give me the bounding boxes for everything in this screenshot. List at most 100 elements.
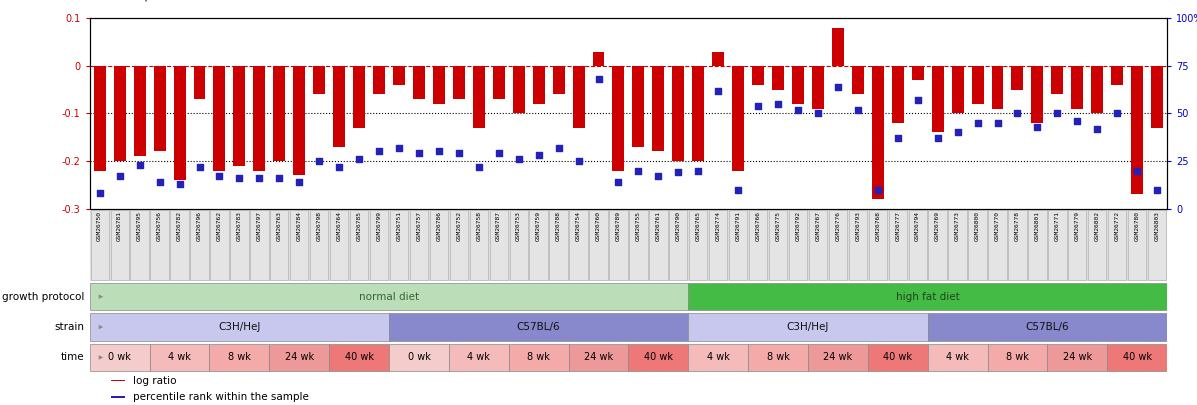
Point xyxy=(789,107,808,113)
Text: GSM26774: GSM26774 xyxy=(716,211,721,241)
Bar xyxy=(972,66,984,104)
Point xyxy=(370,148,389,155)
Bar xyxy=(333,66,345,147)
FancyBboxPatch shape xyxy=(688,283,1167,310)
FancyBboxPatch shape xyxy=(988,344,1047,371)
Point xyxy=(150,179,169,185)
FancyBboxPatch shape xyxy=(869,210,887,280)
Text: GSM26798: GSM26798 xyxy=(317,211,322,241)
Text: 4 wk: 4 wk xyxy=(168,352,192,362)
Point xyxy=(449,150,468,157)
Point xyxy=(250,175,269,181)
FancyBboxPatch shape xyxy=(748,344,808,371)
Text: GSM26761: GSM26761 xyxy=(656,211,661,241)
Text: GSM26765: GSM26765 xyxy=(695,211,700,241)
Text: GSM26782: GSM26782 xyxy=(177,211,182,241)
Text: GSM26778: GSM26778 xyxy=(1015,211,1020,241)
FancyBboxPatch shape xyxy=(170,210,189,280)
Point xyxy=(849,107,868,113)
Text: GSM26768: GSM26768 xyxy=(875,211,880,241)
Point xyxy=(628,167,648,174)
Bar xyxy=(613,66,625,171)
Bar xyxy=(553,66,565,94)
Text: GSM26771: GSM26771 xyxy=(1055,211,1059,241)
Bar xyxy=(293,66,305,175)
FancyBboxPatch shape xyxy=(809,210,827,280)
Text: 0 wk: 0 wk xyxy=(108,352,132,362)
Text: 24 wk: 24 wk xyxy=(584,352,613,362)
Point xyxy=(1008,110,1027,117)
Point xyxy=(1047,110,1067,117)
FancyBboxPatch shape xyxy=(310,210,328,280)
Point xyxy=(190,164,209,170)
Text: GSM26773: GSM26773 xyxy=(955,211,960,241)
FancyBboxPatch shape xyxy=(1049,210,1067,280)
Text: 0 wk: 0 wk xyxy=(407,352,431,362)
FancyBboxPatch shape xyxy=(909,210,926,280)
Text: C3H/HeJ: C3H/HeJ xyxy=(786,322,830,332)
Text: high fat diet: high fat diet xyxy=(895,292,960,302)
FancyBboxPatch shape xyxy=(669,210,687,280)
Bar xyxy=(413,66,425,99)
Text: percentile rank within the sample: percentile rank within the sample xyxy=(133,392,309,402)
FancyBboxPatch shape xyxy=(749,210,767,280)
Text: GSM26770: GSM26770 xyxy=(995,211,999,241)
Point xyxy=(709,87,728,94)
Text: GSM26764: GSM26764 xyxy=(336,211,341,241)
Text: growth protocol: growth protocol xyxy=(2,292,84,302)
FancyBboxPatch shape xyxy=(130,210,148,280)
Bar xyxy=(832,28,844,66)
FancyBboxPatch shape xyxy=(569,344,628,371)
Point xyxy=(808,110,827,117)
FancyBboxPatch shape xyxy=(1148,210,1166,280)
Text: GSM26754: GSM26754 xyxy=(576,211,581,241)
Text: GSM26772: GSM26772 xyxy=(1114,211,1119,241)
FancyBboxPatch shape xyxy=(509,344,569,371)
FancyBboxPatch shape xyxy=(430,210,448,280)
Point xyxy=(209,173,229,179)
Bar xyxy=(593,51,604,66)
Text: GSM26794: GSM26794 xyxy=(916,211,920,241)
FancyBboxPatch shape xyxy=(389,344,449,371)
Point xyxy=(729,186,748,193)
FancyBboxPatch shape xyxy=(968,210,986,280)
FancyBboxPatch shape xyxy=(150,344,209,371)
Bar xyxy=(772,66,784,90)
FancyBboxPatch shape xyxy=(389,313,688,341)
FancyBboxPatch shape xyxy=(90,313,389,341)
FancyBboxPatch shape xyxy=(151,210,169,280)
FancyBboxPatch shape xyxy=(1128,210,1147,280)
Point xyxy=(269,175,288,181)
Text: GSM26792: GSM26792 xyxy=(796,211,801,241)
Point xyxy=(130,162,150,168)
FancyBboxPatch shape xyxy=(211,210,229,280)
Bar xyxy=(1111,66,1123,85)
Bar xyxy=(572,66,584,128)
Bar xyxy=(1051,66,1063,94)
Point xyxy=(509,156,528,162)
Text: GSM26769: GSM26769 xyxy=(935,211,940,241)
FancyBboxPatch shape xyxy=(1028,210,1046,280)
Text: GSM26758: GSM26758 xyxy=(476,211,481,241)
Bar xyxy=(733,66,745,171)
FancyBboxPatch shape xyxy=(868,344,928,371)
Bar xyxy=(692,66,704,161)
FancyBboxPatch shape xyxy=(329,344,389,371)
Text: GSM26779: GSM26779 xyxy=(1075,211,1080,241)
Text: GSM26753: GSM26753 xyxy=(516,211,521,241)
FancyBboxPatch shape xyxy=(1107,344,1167,371)
FancyBboxPatch shape xyxy=(570,210,588,280)
Text: GSM26786: GSM26786 xyxy=(437,211,442,241)
Text: C3H/HeJ: C3H/HeJ xyxy=(218,322,261,332)
FancyBboxPatch shape xyxy=(190,210,208,280)
FancyBboxPatch shape xyxy=(630,210,648,280)
Point xyxy=(170,181,189,187)
FancyBboxPatch shape xyxy=(1108,210,1126,280)
Bar xyxy=(353,66,365,128)
Bar xyxy=(111,396,126,398)
Text: 4 wk: 4 wk xyxy=(467,352,491,362)
Text: GSM26775: GSM26775 xyxy=(776,211,780,241)
Text: 4 wk: 4 wk xyxy=(706,352,730,362)
FancyBboxPatch shape xyxy=(510,210,528,280)
Text: 40 wk: 40 wk xyxy=(1123,352,1152,362)
